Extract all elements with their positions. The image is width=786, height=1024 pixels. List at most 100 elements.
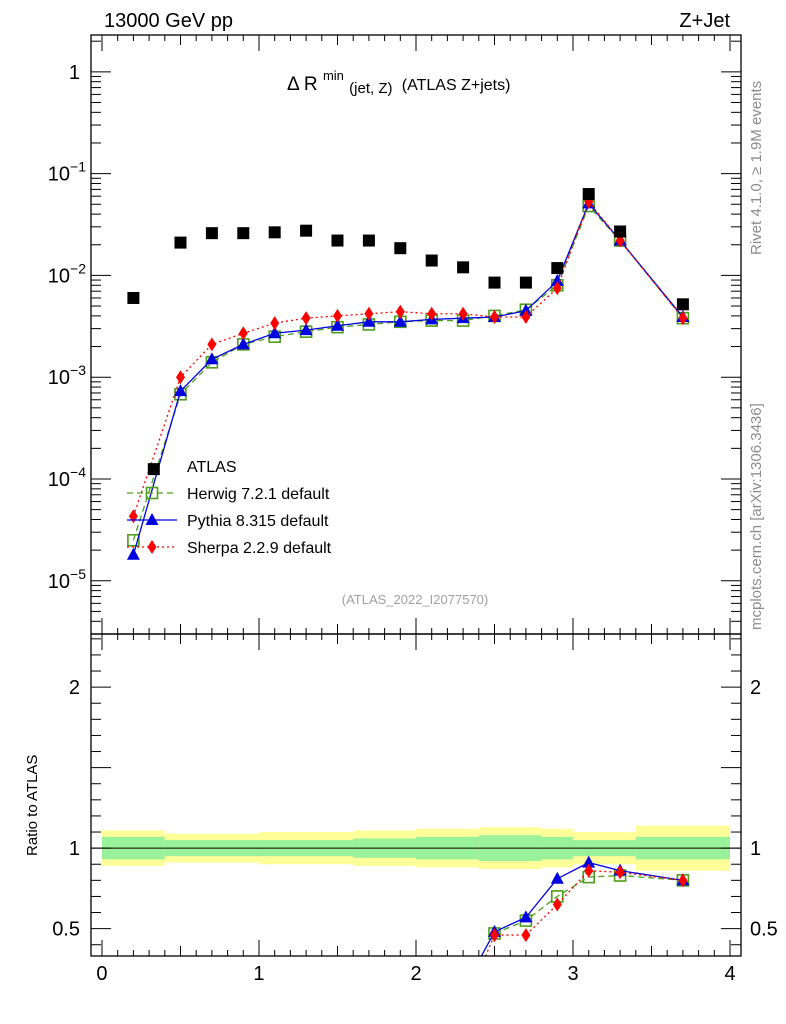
- y-tick-label: 10−3: [48, 362, 86, 389]
- point-herwig-0: [127, 533, 140, 547]
- analysis-id: (ATLAS_2022_I2077570): [342, 592, 488, 607]
- rivet-label: Rivet 4.1.0, ≥ 1.9M events: [748, 81, 765, 255]
- ratio-point-sherpa-5: [615, 865, 625, 880]
- y-tick-exp: −1: [70, 159, 86, 175]
- y-tick-label: 10−5: [48, 566, 86, 593]
- point-data-12: [488, 276, 501, 289]
- header-left: 13000 GeV pp: [104, 10, 233, 32]
- legend-label-sherpa: Sherpa 2.2.9 default: [187, 540, 332, 557]
- ratio-line-sherpa: [484, 870, 683, 956]
- point-pythia-3: [236, 337, 250, 350]
- y-tick-exp: −5: [70, 566, 86, 582]
- point-pythia-1: [173, 384, 187, 397]
- r-tick-label-left: 1: [69, 838, 80, 860]
- main-series-group: [126, 188, 690, 560]
- legend-label-data: ATLAS: [187, 459, 237, 476]
- ratio-point-sherpa-1: [490, 928, 500, 943]
- ratio-point-pythia-4: [582, 855, 596, 868]
- y-tick-exp: −4: [70, 464, 86, 480]
- y-tick-exp: −2: [70, 260, 86, 276]
- ratio-series-group: [480, 855, 690, 956]
- point-sherpa-6: [332, 308, 342, 323]
- point-data-1: [147, 463, 160, 476]
- point-data-6: [300, 224, 313, 237]
- main-panel: 10−510−410−310−210−11: [48, 34, 742, 635]
- point-data-16: [614, 225, 627, 238]
- legend-label-pythia: Pythia 8.315 default: [187, 513, 329, 530]
- r-tick-label-right: 0.5: [750, 919, 778, 941]
- ratio-point-sherpa-3: [552, 897, 562, 912]
- point-pythia-0: [126, 547, 140, 560]
- point-pythia-5: [299, 323, 313, 336]
- point-data-13: [519, 276, 532, 289]
- legend-label-herwig: Herwig 7.2.1 default: [187, 486, 330, 503]
- y-tick-label: 1: [69, 62, 80, 84]
- point-data-7: [331, 234, 344, 247]
- y-ticks-ratio: [91, 638, 741, 946]
- ratio-point-pythia-3: [550, 871, 564, 884]
- point-data-2: [174, 236, 187, 249]
- point-pythia-13: [550, 274, 564, 287]
- point-data-4: [237, 227, 250, 240]
- point-pythia-2: [205, 352, 219, 365]
- ratio-point-sherpa-4: [584, 863, 594, 878]
- point-data-5: [268, 226, 281, 239]
- title-superscript: min: [323, 68, 344, 83]
- mcplots-label: mcplots.cern.ch [arXiv:1306.3436]: [748, 403, 765, 630]
- point-data-14: [551, 262, 564, 275]
- ratio-frame: [90, 633, 742, 957]
- chart-title: Δ R min (jet, Z) (ATLAS Z+jets): [287, 64, 510, 98]
- x-tick-label: 2: [410, 963, 421, 985]
- point-pythia-6: [330, 318, 344, 331]
- y-tick-base: 10: [48, 265, 70, 287]
- ratio-panel: 0 1 2 3 4 0.5 0.5 1 1 2 2: [52, 35, 778, 985]
- point-sherpa-10: [458, 306, 468, 321]
- r-tick-label-right: 1: [750, 838, 761, 860]
- y-tick-label: 10−2: [48, 260, 86, 287]
- ratio-line-herwig: [494, 874, 683, 935]
- point-sherpa-5: [301, 311, 311, 326]
- r-tick-label-left: 0.5: [52, 919, 80, 941]
- point-sherpa-1: [175, 370, 185, 385]
- point-data-8: [362, 234, 375, 247]
- point-data-10: [425, 254, 438, 267]
- point-sherpa-8: [395, 304, 405, 319]
- point-data-15: [582, 188, 595, 201]
- point-pythia-4: [268, 326, 282, 339]
- point-sherpa-3: [238, 326, 248, 341]
- point-data-17: [676, 298, 689, 311]
- point-data-3: [205, 227, 218, 240]
- title-prefix: Δ R: [287, 74, 318, 95]
- r-tick-label-left: 2: [69, 677, 80, 699]
- point-data-0: [127, 291, 140, 304]
- point-data-11: [457, 261, 470, 274]
- y-tick-base: 10: [48, 164, 70, 186]
- point-data-9: [394, 242, 407, 255]
- point-sherpa-9: [427, 306, 437, 321]
- point-sherpa-2: [207, 337, 217, 352]
- ratio-ylabel: Ratio to ATLAS: [24, 755, 41, 856]
- ratio-point-sherpa-6: [678, 873, 688, 888]
- x-ticks: [101, 35, 731, 956]
- point-sherpa-16: [678, 311, 688, 326]
- y-tick-base: 10: [48, 367, 70, 389]
- x-tick-label: 4: [724, 963, 735, 985]
- legend-marker-herwig: [145, 486, 159, 500]
- point-pythia-8: [393, 314, 407, 327]
- legend-marker-pythia: [145, 513, 159, 525]
- point-sherpa-7: [364, 306, 374, 321]
- title-suffix: (ATLAS Z+jets): [402, 77, 511, 94]
- y-tick-label: 10−4: [48, 464, 86, 491]
- point-sherpa-12: [521, 310, 531, 325]
- point-pythia-12: [519, 303, 533, 316]
- x-tick-label: 0: [96, 963, 107, 985]
- y-tick-label: 10−1: [48, 159, 86, 186]
- point-sherpa-11: [490, 310, 500, 325]
- y-tick-base: 10: [48, 571, 70, 593]
- ratio-point-sherpa-2: [521, 928, 531, 943]
- legend: ATLAS Herwig 7.2.1 default Pythia 8.315 de…: [127, 459, 332, 557]
- title-subscript: (jet, Z): [349, 80, 392, 97]
- point-sherpa-0: [128, 509, 138, 524]
- point-sherpa-13: [552, 281, 562, 296]
